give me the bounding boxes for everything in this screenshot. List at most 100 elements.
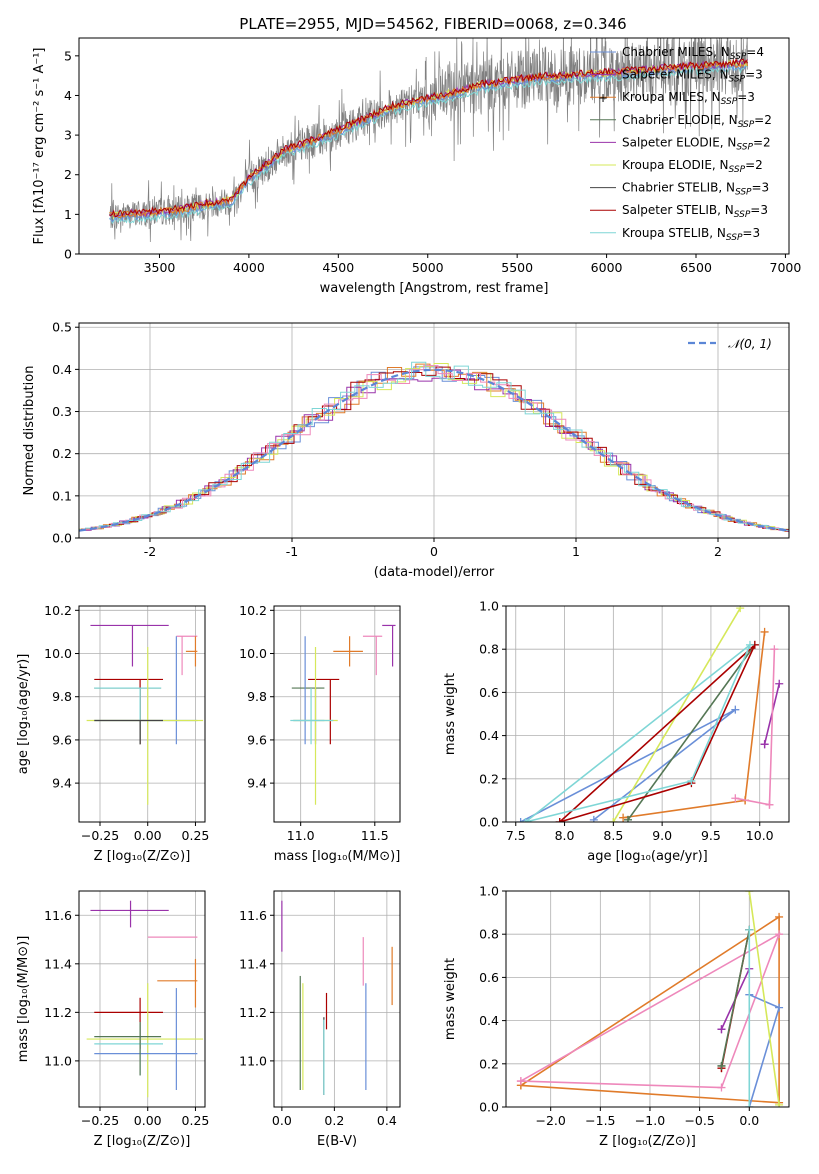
y-tick-label: 0.1 — [52, 488, 72, 503]
axes-frame — [78, 37, 790, 255]
y-tick-label: 0.5 — [52, 320, 72, 335]
series-marker-pink — [770, 645, 779, 654]
x-tick-label: 0.0 — [739, 1113, 759, 1128]
legend-sub: SSP — [729, 165, 746, 175]
y-tick-label: 5 — [64, 48, 72, 63]
y-axis-label: Normed distribution — [22, 366, 37, 496]
legend-text: Salpeter MILES, N — [622, 68, 729, 82]
series-marker-kroupa_elodie — [775, 1100, 784, 1107]
x-tick-label: 4500 — [322, 260, 354, 275]
y-tick-label: 0.4 — [52, 362, 72, 377]
y-tick-label: 11.2 — [239, 1005, 267, 1020]
y-tick-label: 4 — [64, 88, 72, 103]
series-marker-salpeter_stelib — [555, 818, 564, 822]
y-axis-label: mass weight — [443, 673, 458, 755]
y-tick-label: 11.2 — [44, 1005, 72, 1020]
legend-text: Kroupa MILES, N — [622, 90, 721, 104]
legend-sub: SSP — [721, 97, 738, 107]
x-axis-label: E(B-V) — [317, 1134, 357, 1149]
legend-text: Salpeter STELIB, N — [622, 203, 734, 217]
y-tick-label: 0.2 — [479, 771, 499, 786]
y-tick-label: 3 — [64, 128, 72, 143]
panel-mass-vs-ebv: 0.0 0.2 0.4 11.0 11.2 11.4 11.6 E(B-V) — [239, 890, 401, 1149]
y-tick-label: 9.8 — [247, 689, 267, 704]
histogram-pink — [83, 365, 789, 531]
legend-suffix: =3 — [742, 226, 760, 240]
series-line-pink — [520, 932, 781, 1089]
plot-area — [86, 900, 204, 1098]
x-tick-label: 0.2 — [324, 1113, 344, 1128]
plot-area — [86, 624, 204, 805]
y-tick-label: 0.2 — [52, 446, 72, 461]
legend-label-salpeter_stelib: Salpeter STELIB, NSSP=3 — [622, 203, 768, 220]
y-tick-label: 0.6 — [479, 685, 499, 700]
legend-label-chabrier_stelib: Chabrier STELIB, NSSP=3 — [622, 181, 769, 198]
y-tick-label: 11.4 — [239, 956, 267, 971]
series-marker-chabrier_elodie — [717, 1061, 726, 1070]
series-marker-chabrier_elodie — [623, 815, 632, 822]
series-marker-kroupa_stelib — [745, 640, 754, 649]
legend-suffix: =2 — [745, 158, 763, 172]
plot-area — [281, 900, 393, 1095]
axes-frame — [273, 605, 401, 823]
series-marker-kroupa_elodie — [745, 891, 754, 895]
plot-area — [79, 361, 789, 532]
legend-text: Kroupa ELODIE, N — [622, 158, 729, 172]
legend-sub: SSP — [730, 52, 747, 62]
plot-area — [290, 624, 396, 805]
y-axis-label: Flux [fλ10⁻¹⁷ erg cm⁻² s⁻¹ A⁻¹] — [32, 48, 47, 245]
y-tick-label: 10.2 — [44, 603, 72, 618]
y-tick-label: 1.0 — [479, 599, 499, 614]
legend-sub: SSP — [726, 233, 743, 243]
series-marker-salpeter_miles — [760, 740, 769, 749]
x-tick-label: 0.4 — [377, 1113, 397, 1128]
y-tick-label: 11.6 — [239, 908, 267, 923]
y-tick-label: 1 — [64, 207, 72, 222]
series-marker-pink — [775, 930, 784, 939]
x-tick-label: 9.0 — [652, 828, 672, 843]
axes-frame — [505, 605, 790, 823]
legend-sub: SSP — [736, 142, 753, 152]
x-tick-label: 8.5 — [603, 828, 623, 843]
x-tick-label: 0 — [430, 544, 438, 559]
x-tick-label: 0.25 — [182, 828, 210, 843]
legend-label-kroupa_elodie: Kroupa ELODIE, NSSP=2 — [622, 158, 763, 175]
y-tick-label: 0.6 — [479, 970, 499, 985]
series-marker-pink — [717, 1083, 726, 1092]
y-tick-label: 11.6 — [44, 908, 72, 923]
series-marker-chabrier_miles — [775, 1003, 784, 1012]
series-marker-salpeter_miles — [717, 1025, 726, 1034]
y-axis-label: age [log₁₀(age/yr)] — [16, 654, 31, 775]
legend-sub: SSP — [735, 188, 752, 198]
x-tick-label: −2.0 — [536, 1113, 566, 1128]
series-marker-kroupa_stelib — [745, 1103, 754, 1107]
y-axis-label: mass weight — [443, 958, 458, 1040]
x-axis-label: Z [log₁₀(Z/Z⊙)] — [599, 1134, 696, 1149]
spectrum-data — [109, 38, 748, 243]
axes-frame — [273, 890, 401, 1108]
y-tick-label: 9.4 — [52, 776, 72, 791]
y-tick-label: 0.2 — [479, 1056, 499, 1071]
model-spectrum-kroupa_miles — [109, 58, 748, 219]
plot-area — [516, 606, 784, 822]
series-marker-kroupa_stelib — [687, 776, 696, 785]
legend-suffix: =3 — [745, 68, 763, 82]
y-tick-label: 10.0 — [44, 646, 72, 661]
series-marker-kroupa_stelib — [745, 925, 754, 934]
x-tick-label: −1.5 — [585, 1113, 615, 1128]
series-marker-kroupa_elodie — [609, 818, 618, 822]
legend-suffix: =3 — [737, 90, 755, 104]
x-tick-label: 3500 — [144, 260, 176, 275]
x-tick-label: 1 — [572, 544, 580, 559]
series-marker-chabrier_miles — [589, 815, 598, 822]
series-line-chabrier_miles — [520, 708, 736, 822]
legend-label-kroupa_stelib: Kroupa STELIB, NSSP=3 — [622, 226, 760, 243]
x-tick-label: 7.5 — [506, 828, 526, 843]
legend-suffix: =3 — [750, 203, 768, 217]
series-marker-kroupa_stelib — [521, 818, 530, 822]
y-tick-label: 11.4 — [44, 956, 72, 971]
panel-mass-weight-vs-age: 7.5 8.0 8.5 9.0 9.5 10.0 0.0 0.2 0.4 0.6 0.8 1.0 age… — [443, 599, 790, 864]
figure-title: PLATE=2955, MJD=54562, FIBERID=0068, z=0… — [239, 15, 626, 33]
y-tick-label: 1.0 — [479, 884, 499, 899]
